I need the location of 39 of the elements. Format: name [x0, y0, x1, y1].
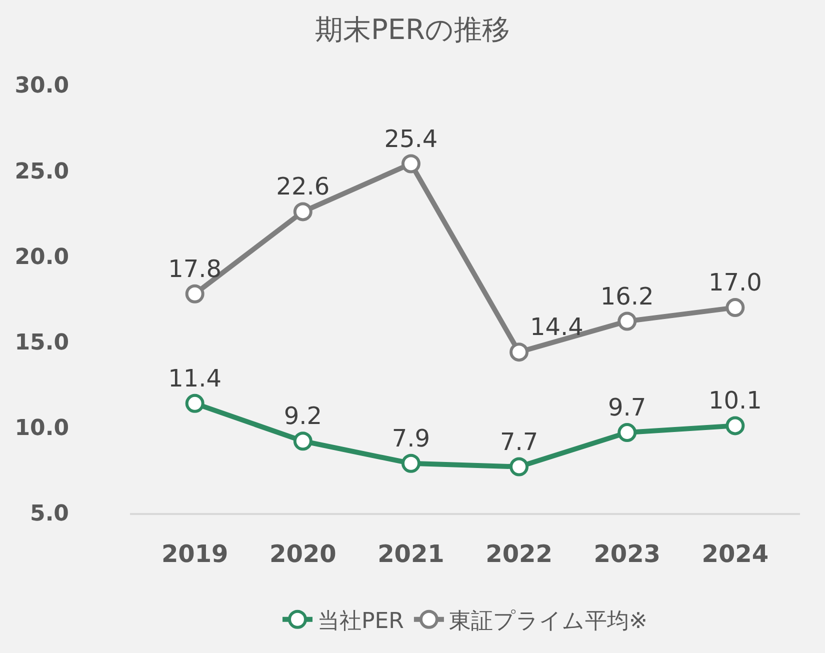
y-tick-label: 5.0: [30, 502, 69, 527]
data-label: 10.1: [708, 386, 762, 415]
y-tick-label: 10.0: [14, 416, 69, 442]
y-tick-label: 25.0: [14, 159, 69, 184]
data-label: 7.9: [392, 424, 430, 452]
point: [726, 298, 745, 318]
point: [726, 416, 745, 436]
point: [510, 457, 529, 476]
data-label: 16.2: [600, 282, 654, 310]
x-tick-label: 2019: [161, 540, 228, 568]
data-label: 25.4: [384, 124, 438, 153]
legend-label: 東証プライム平均※: [448, 608, 648, 634]
y-tick-label: 30.0: [14, 74, 69, 99]
x-tick-label: 2022: [486, 540, 552, 568]
point: [401, 154, 420, 174]
chart-title: 期末PERの推移: [314, 13, 510, 46]
data-label: 9.2: [284, 402, 322, 430]
x-tick-label: 2023: [594, 540, 660, 568]
data-label: 9.7: [608, 394, 646, 422]
x-tick-label: 2021: [378, 540, 444, 568]
data-label: 17.0: [708, 268, 762, 297]
point: [510, 342, 529, 362]
data-label: 11.4: [168, 364, 222, 392]
point: [185, 394, 204, 413]
legend-label: 当社PER: [318, 608, 404, 634]
y-tick-label: 15.0: [14, 330, 69, 356]
x-tick-label: 2020: [270, 540, 336, 568]
point: [293, 432, 312, 451]
data-label: 17.8: [168, 254, 222, 283]
point: [185, 284, 204, 304]
data-label: 14.4: [530, 313, 584, 342]
point: [293, 202, 312, 222]
point: [618, 423, 637, 442]
x-tick-label: 2024: [702, 540, 769, 568]
point: [401, 454, 420, 473]
point: [618, 312, 637, 331]
y-tick-label: 20.0: [14, 244, 69, 270]
data-label: 22.6: [276, 172, 330, 201]
data-label: 7.7: [500, 428, 538, 456]
